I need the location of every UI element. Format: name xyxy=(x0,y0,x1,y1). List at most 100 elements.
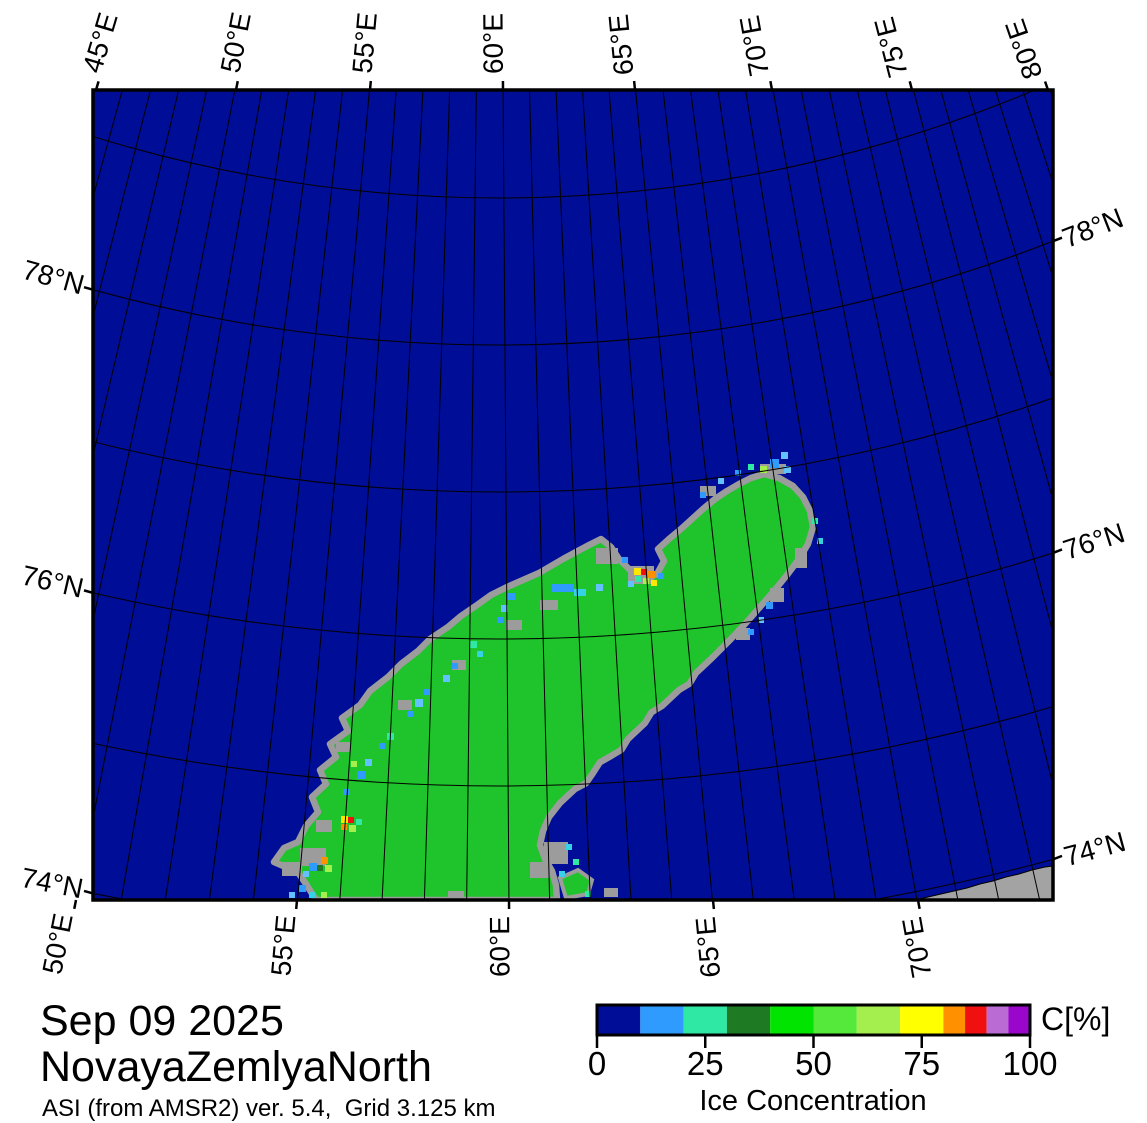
ice-speckle xyxy=(477,651,483,657)
ice-speckle xyxy=(303,871,309,877)
parallel-line xyxy=(93,90,1036,199)
bottom-lon-label: 50°E xyxy=(37,911,79,977)
bottom-lon-label: 55°E xyxy=(265,914,301,978)
ice-speckle xyxy=(658,573,664,579)
top-lon-label: 65°E xyxy=(603,13,640,77)
top-tick xyxy=(234,80,239,91)
ice-speckle xyxy=(635,576,641,582)
bottom-lon-label: 70°E xyxy=(896,915,937,981)
meridian-line xyxy=(423,90,451,900)
left-lat-label: 74°N xyxy=(18,862,85,904)
top-tick xyxy=(94,81,100,91)
top-lon-label: 55°E xyxy=(347,11,383,75)
ice-speckle xyxy=(628,581,634,587)
gray-islet xyxy=(448,891,464,899)
right-lat-label: 78°N xyxy=(1058,202,1128,254)
ice-speckle xyxy=(508,593,515,600)
ice-speckle xyxy=(365,759,372,766)
meridian-line xyxy=(93,90,151,319)
ice-speckle xyxy=(585,891,591,897)
ice-speckle xyxy=(622,557,628,563)
ice-speckle xyxy=(309,892,315,898)
left-lat-label: 78°N xyxy=(19,254,88,301)
ice-speckle xyxy=(648,571,655,578)
meridian-line xyxy=(164,90,290,900)
top-lon-label: 70°E xyxy=(734,13,775,79)
ice-speckle xyxy=(566,844,572,850)
coast-gray-patch xyxy=(530,862,550,878)
coast-gray-patch xyxy=(540,600,558,610)
ice-speckle xyxy=(341,824,347,830)
date-label: Sep 09 2025 xyxy=(40,997,284,1045)
ice-speckle xyxy=(552,584,574,592)
bottom-tick xyxy=(711,899,716,910)
top-tick xyxy=(632,80,637,91)
colorbar-tick-label: 75 xyxy=(903,1045,940,1082)
colorbar-title: C[%] xyxy=(1041,1001,1110,1037)
colorbar-tick-label: 50 xyxy=(795,1045,832,1082)
meridian-line xyxy=(555,90,591,900)
coast-gray-patch xyxy=(336,742,350,752)
colorbar-segment xyxy=(943,1005,966,1035)
meridian-line xyxy=(967,90,1053,385)
left-tick xyxy=(83,889,94,895)
ice-speckle xyxy=(424,689,430,695)
ice-speckle xyxy=(700,492,706,498)
ice-speckle xyxy=(748,629,754,635)
meridian-line xyxy=(772,90,918,900)
mainland-wedge xyxy=(914,865,1053,900)
ice-speckle xyxy=(407,711,413,717)
ice-speckle xyxy=(735,470,741,476)
ice-speckle xyxy=(748,464,754,470)
colorbar-segment xyxy=(856,1005,901,1035)
top-tick xyxy=(908,80,914,91)
meridian-line xyxy=(582,90,632,900)
meridian-line xyxy=(339,90,397,900)
ice-speckle xyxy=(497,617,503,623)
ice-speckle xyxy=(309,863,317,871)
right-tick xyxy=(1052,854,1063,861)
meridian-line xyxy=(529,90,551,900)
ice-speckle xyxy=(289,892,295,898)
map-border xyxy=(91,88,1055,902)
colorbar-layer: 0 25 50 75 100 xyxy=(588,1003,1058,1082)
colorbar-tick-label: 100 xyxy=(1002,1045,1057,1082)
meridian-line xyxy=(662,90,754,900)
coast-gray-patch xyxy=(316,820,332,832)
meridian-line xyxy=(120,90,263,900)
graticule-layer xyxy=(93,90,1053,900)
coast-gray-patch xyxy=(300,848,326,866)
colorbar-segment xyxy=(597,1005,641,1035)
meridian-line xyxy=(297,90,370,900)
left-lat-label: 76°N xyxy=(19,560,87,604)
colorbar-tick-label: 0 xyxy=(588,1045,606,1082)
colorbar-axis-label: Ice Concentration xyxy=(699,1085,926,1117)
bottom-tick xyxy=(294,899,299,910)
ice-speckle xyxy=(573,859,579,865)
ice-speckle xyxy=(351,761,357,767)
top-tick xyxy=(1043,81,1050,91)
ice-speckle xyxy=(643,578,649,584)
ice-speckle xyxy=(317,865,323,871)
meridian-line xyxy=(994,90,1053,280)
bottom-lon-label: 60°E xyxy=(484,916,515,977)
top-lon-label: 75°E xyxy=(868,14,913,81)
ice-speckle xyxy=(574,589,586,596)
coast-gray-patch xyxy=(544,842,568,864)
left-tick xyxy=(83,285,94,291)
ice-speckle xyxy=(641,569,647,575)
ice-speckle xyxy=(321,892,327,898)
meridian-line xyxy=(745,90,877,900)
ice-speckle xyxy=(343,789,349,795)
ice-speckle xyxy=(325,865,332,872)
top-lon-label: 80°E xyxy=(999,15,1048,83)
colorbar-segment xyxy=(726,1005,771,1035)
ice-speckle xyxy=(634,568,641,575)
meridian-line xyxy=(717,90,836,900)
colorbar-segment xyxy=(770,1005,814,1035)
coast-gray-patch xyxy=(596,548,618,564)
coast-gray-patch xyxy=(736,628,750,640)
ice-speckle xyxy=(356,819,362,825)
meridian-line xyxy=(93,90,180,458)
meridian-line xyxy=(466,90,477,900)
